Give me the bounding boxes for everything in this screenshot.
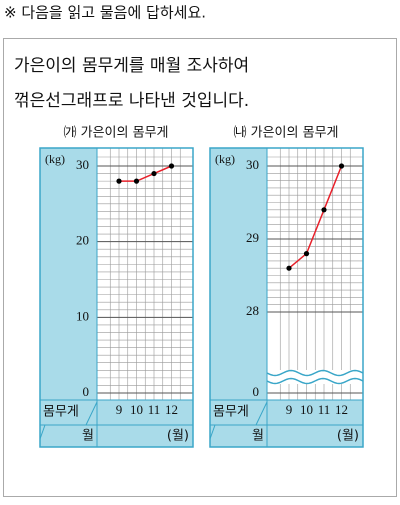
- data-point: [338, 163, 345, 169]
- x-tick-label: 10: [130, 402, 143, 417]
- x-tick-label: 9: [116, 402, 123, 417]
- x-tick-label: 12: [335, 402, 348, 417]
- y-tick-label: 10: [76, 308, 89, 323]
- x-unit: (월): [337, 429, 359, 444]
- x-tick-label: 11: [318, 402, 331, 417]
- y-unit: (kg): [45, 152, 65, 166]
- y-tick-label: 0: [83, 384, 90, 399]
- frame: [39, 147, 194, 448]
- y-tick-label: 20: [76, 233, 89, 248]
- axis-column: [40, 148, 97, 400]
- frame: [209, 147, 364, 448]
- data-point: [116, 178, 122, 184]
- chart-title: ㈏ 가은이의 몸무게: [234, 126, 339, 141]
- data-point: [286, 265, 292, 271]
- y-tick-label: 0: [253, 384, 260, 399]
- corner-slash: [209, 401, 268, 440]
- y-tick-label: 28: [246, 303, 259, 318]
- data-point: [303, 251, 310, 257]
- question-line: 가은이의 몸무게를 매월 조사하여: [14, 56, 249, 76]
- header: ※ 다음을 읽고 물음에 답하세요.: [4, 4, 206, 22]
- y-tick-label: 29: [246, 230, 259, 245]
- y-tick-label: 30: [76, 157, 89, 172]
- data-point: [321, 207, 327, 213]
- x-unit: (월): [167, 429, 189, 444]
- data-point: [168, 163, 175, 169]
- x-tick-label: 9: [286, 402, 293, 417]
- data-point: [133, 178, 140, 184]
- y-axis-label: 몸무게: [213, 405, 249, 420]
- x-axis-label: 월: [82, 429, 94, 444]
- y-axis-label: 몸무게: [43, 405, 79, 420]
- y-unit: (kg): [215, 152, 235, 166]
- data-line: [119, 165, 172, 182]
- break-gap: [267, 370, 363, 384]
- x-tick-label: 12: [165, 402, 178, 417]
- break-mark: [266, 369, 364, 377]
- label-band: [40, 400, 193, 447]
- chart-title: ㈎ 가은이의 몸무게: [64, 126, 169, 141]
- y-tick-label: 30: [246, 157, 259, 172]
- data-line: [288, 165, 343, 269]
- x-tick-label: 10: [300, 402, 313, 417]
- corner-slash: [39, 401, 98, 440]
- x-axis-label: 월: [252, 429, 264, 444]
- label-band: [210, 400, 363, 447]
- data-point: [151, 170, 157, 177]
- axis-column: [210, 148, 267, 400]
- break-mark: [266, 377, 364, 385]
- x-tick-label: 11: [148, 402, 161, 417]
- question-box: [3, 38, 397, 497]
- question-line: 꺾은선그래프로 나타낸 것입니다.: [14, 91, 249, 111]
